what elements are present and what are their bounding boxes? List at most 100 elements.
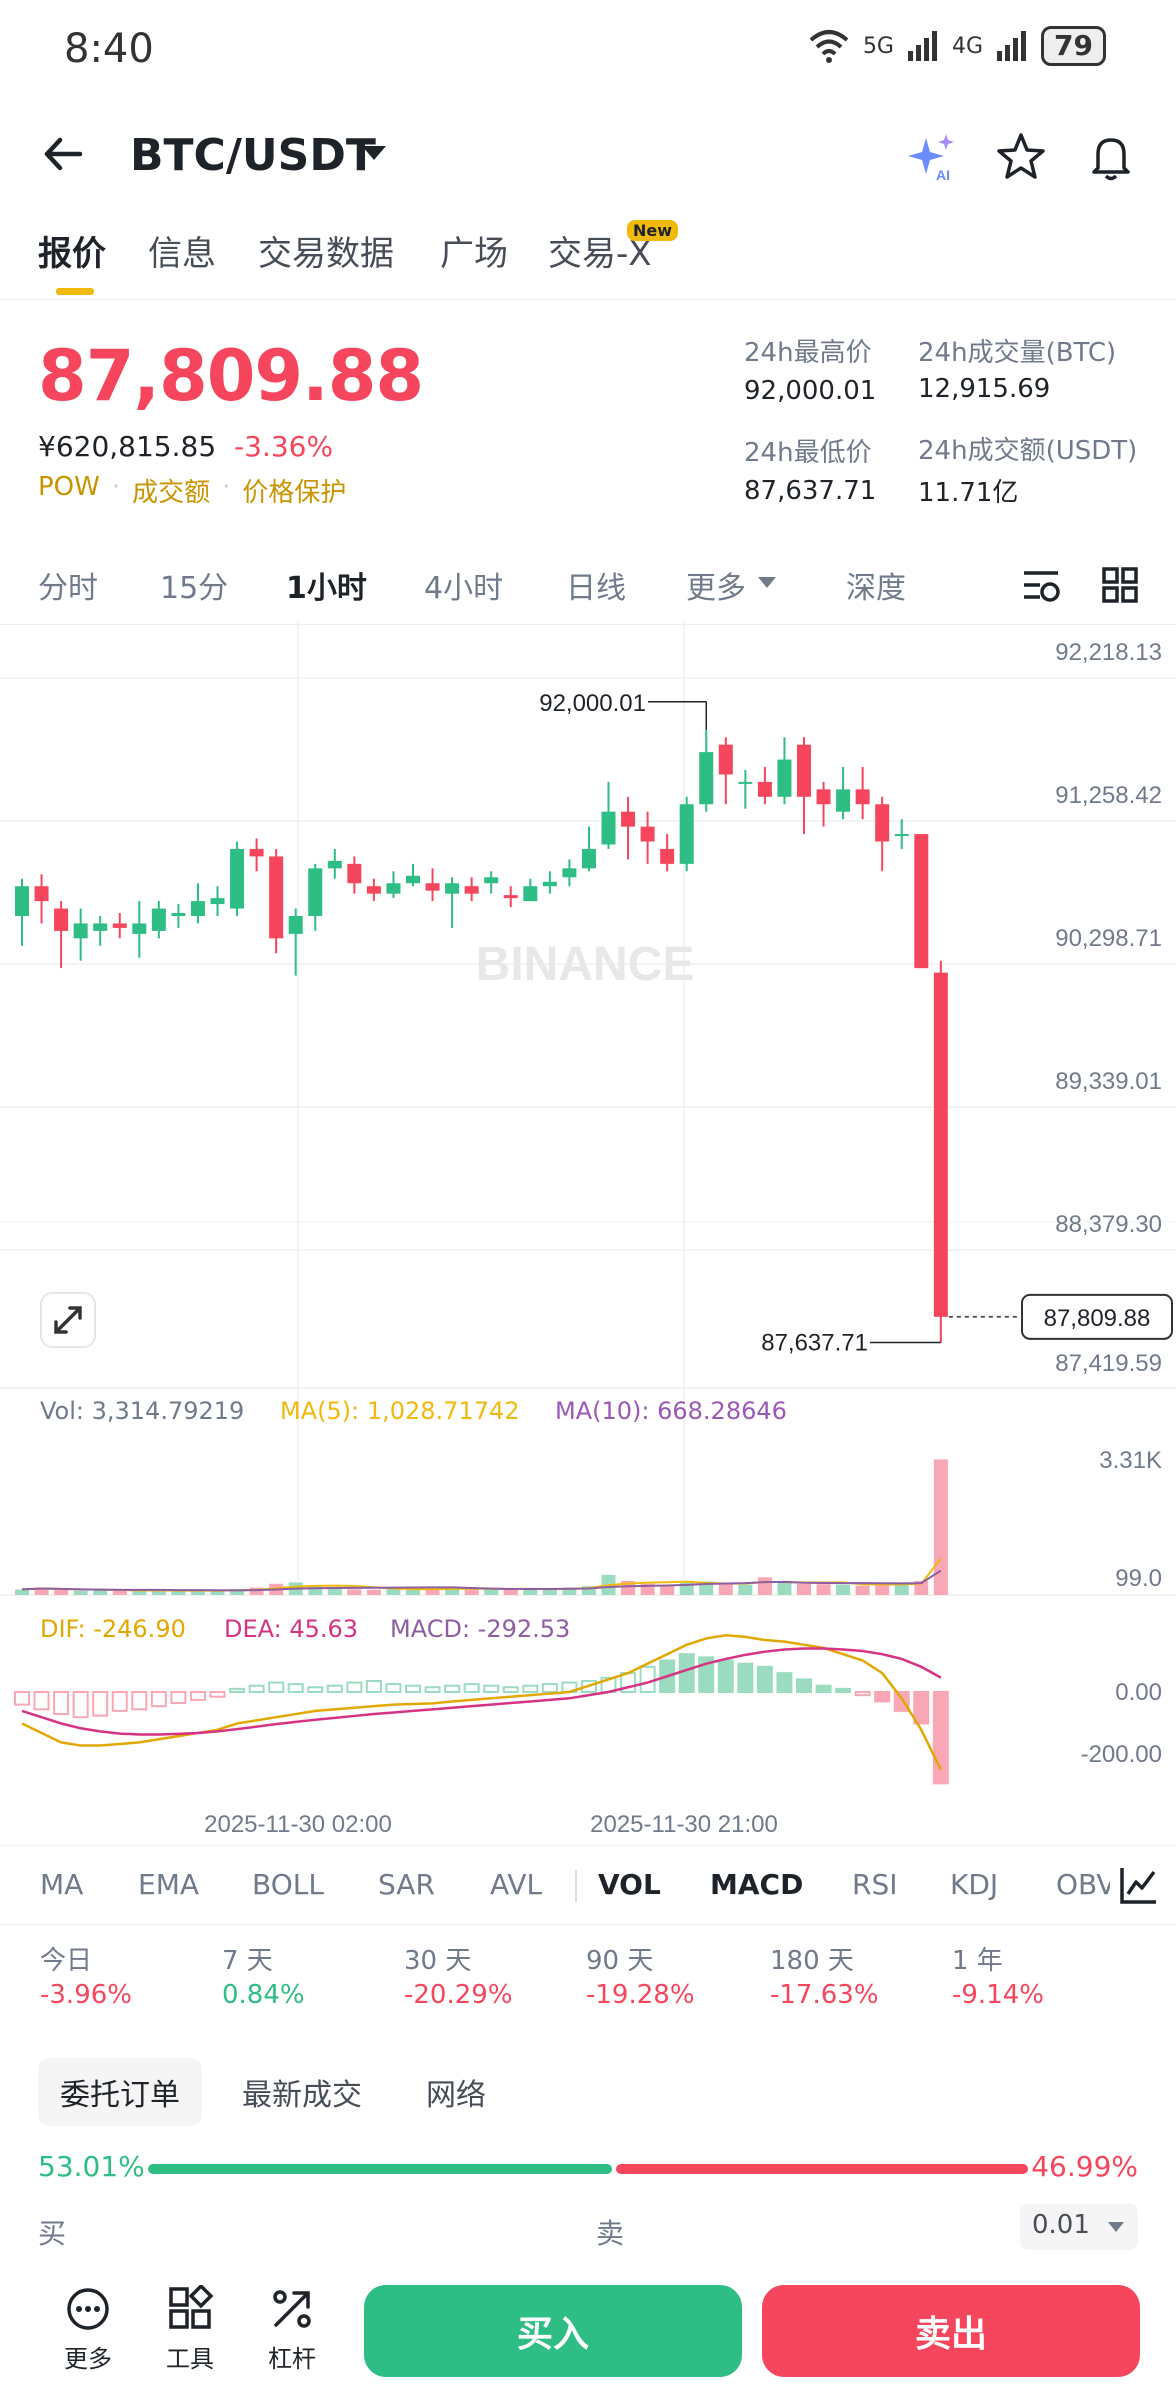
kline-chart[interactable]: BINANCE 92,218.13 91,258.42 90,298.71 89,33… bbox=[0, 620, 1176, 1840]
interval-timeline[interactable]: 分时 bbox=[38, 571, 98, 606]
ind-tab-avl[interactable]: AVL bbox=[490, 1868, 543, 1901]
interval-more[interactable]: 更多 bbox=[686, 571, 746, 606]
candle-body bbox=[718, 744, 733, 775]
status-time: 8:40 bbox=[64, 26, 154, 72]
perf-value: -19.28% bbox=[586, 1980, 695, 2010]
ind-tab-kdj[interactable]: KDJ bbox=[950, 1868, 999, 1901]
volume-bar bbox=[875, 1584, 890, 1595]
candle-body bbox=[933, 972, 948, 1317]
candle-body bbox=[327, 860, 342, 869]
ind-tab-vol[interactable]: VOL bbox=[598, 1868, 661, 1901]
interval-depth[interactable]: 深度 bbox=[846, 571, 906, 606]
macd-histogram-bar bbox=[326, 1684, 343, 1693]
x-axis-labels: 2025-11-30 02:00 2025-11-30 21:00 bbox=[204, 1811, 778, 1838]
star-icon[interactable] bbox=[994, 130, 1048, 184]
interval-1h[interactable]: 1小时 bbox=[286, 571, 367, 606]
candle-body bbox=[797, 744, 811, 797]
volume-bar bbox=[190, 1590, 205, 1595]
candle-body bbox=[112, 923, 127, 928]
line-chart-icon[interactable] bbox=[1118, 1864, 1160, 1906]
candle-body bbox=[54, 908, 69, 931]
candle-body bbox=[816, 789, 831, 805]
ind-tab-sar[interactable]: SAR bbox=[378, 1868, 435, 1901]
tag-turnover[interactable]: 成交额 bbox=[132, 478, 211, 508]
sell-ratio-bar bbox=[616, 2164, 1028, 2174]
tab-info[interactable]: 信息 bbox=[148, 234, 216, 274]
x-tick-label: 2025-11-30 02:00 bbox=[204, 1811, 392, 1838]
pair-selector[interactable]: BTC/USDT bbox=[130, 130, 376, 181]
volume-bar bbox=[73, 1590, 88, 1595]
volume-bar bbox=[542, 1588, 557, 1595]
status-bar: 8:40 5G 4G 79 bbox=[0, 0, 1176, 100]
leverage-button[interactable]: 杠杆 bbox=[252, 2285, 332, 2374]
candle-body bbox=[894, 834, 909, 837]
macd-histogram-bar bbox=[541, 1683, 558, 1693]
candle-body bbox=[601, 811, 616, 845]
volume-bar bbox=[503, 1589, 518, 1595]
tag-pow[interactable]: POW bbox=[38, 472, 100, 502]
ind-tab-boll[interactable]: BOLL bbox=[252, 1868, 324, 1901]
candle-body bbox=[855, 789, 870, 805]
macd-histogram-bar bbox=[835, 1687, 852, 1693]
macd-histogram-bar bbox=[92, 1691, 109, 1717]
tab-quote[interactable]: 报价 bbox=[38, 234, 106, 274]
precision-select[interactable]: 0.01 bbox=[1020, 2204, 1138, 2250]
macd-tick-label: -200.00 bbox=[1081, 1741, 1162, 1768]
grid-icon[interactable] bbox=[1100, 565, 1140, 605]
high-value: 92,000.01 bbox=[744, 376, 877, 406]
more-button[interactable]: 更多 bbox=[48, 2285, 128, 2374]
candle-body bbox=[484, 877, 499, 884]
tools-label: 工具 bbox=[166, 2345, 214, 2373]
interval-1d[interactable]: 日线 bbox=[566, 571, 626, 606]
vol-usdt-value: 11.71亿 bbox=[918, 478, 1019, 508]
signal-icon bbox=[907, 31, 937, 61]
dif-legend: DIF: -246.90 bbox=[40, 1615, 186, 1643]
layout-icon[interactable] bbox=[1020, 565, 1062, 607]
ind-tab-ma[interactable]: MA bbox=[40, 1868, 84, 1901]
ob-tab-network[interactable]: 网络 bbox=[426, 2078, 486, 2113]
ind-tab-obv[interactable]: OBV bbox=[1056, 1868, 1110, 1901]
y-tick-label: 92,218.13 bbox=[1055, 639, 1162, 666]
expand-button[interactable] bbox=[40, 1292, 96, 1348]
volume-bar bbox=[640, 1583, 655, 1595]
volume-bar bbox=[855, 1585, 870, 1595]
perf-label: 180 天 bbox=[770, 1946, 854, 1976]
caret-down-icon[interactable] bbox=[362, 146, 386, 160]
buy-ratio-bar bbox=[148, 2164, 613, 2174]
macd-histogram-bar bbox=[33, 1691, 50, 1711]
ob-tab-orders[interactable]: 委托订单 bbox=[38, 2058, 202, 2126]
candle-body bbox=[464, 886, 479, 894]
ind-tab-ema[interactable]: EMA bbox=[138, 1868, 200, 1901]
bell-icon[interactable] bbox=[1084, 130, 1138, 184]
perf-value: -9.14% bbox=[952, 1980, 1044, 2010]
interval-15m[interactable]: 15分 bbox=[160, 571, 229, 606]
tab-trading-data[interactable]: 交易数据 bbox=[258, 234, 394, 274]
tag-price-protection[interactable]: 价格保护 bbox=[242, 478, 347, 508]
ai-sparkle-icon[interactable]: AI bbox=[906, 130, 960, 184]
precision-value: 0.01 bbox=[1032, 2210, 1090, 2240]
back-arrow-icon[interactable] bbox=[40, 130, 88, 178]
volume-bar bbox=[93, 1590, 108, 1595]
more-caret-icon[interactable] bbox=[758, 577, 776, 588]
buy-button[interactable]: 买入 bbox=[364, 2285, 742, 2377]
macd-histogram-bar bbox=[522, 1684, 539, 1693]
interval-4h[interactable]: 4小时 bbox=[424, 571, 504, 606]
ind-tab-macd[interactable]: MACD bbox=[710, 1868, 804, 1901]
vol-usdt-label: 24h成交额(USDT) bbox=[918, 436, 1138, 466]
ind-tab-rsi[interactable]: RSI bbox=[852, 1868, 898, 1901]
macd-histogram-bar bbox=[268, 1681, 285, 1694]
macd-histogram-bar bbox=[209, 1691, 226, 1698]
watermark-binance: BINANCE bbox=[476, 938, 695, 991]
sell-button[interactable]: 卖出 bbox=[762, 2285, 1140, 2377]
volume-bar bbox=[464, 1588, 479, 1595]
candle-body bbox=[738, 781, 753, 784]
macd-legend: MACD: -292.53 bbox=[390, 1615, 571, 1643]
ma10-legend: MA(10): 668.28646 bbox=[555, 1397, 787, 1425]
macd-histogram-bar bbox=[170, 1691, 187, 1705]
caret-down-icon bbox=[1108, 2222, 1124, 2232]
tab-square[interactable]: 广场 bbox=[440, 234, 508, 274]
ob-tab-trades[interactable]: 最新成交 bbox=[242, 2078, 362, 2113]
macd-histogram-bar bbox=[913, 1691, 930, 1725]
tools-button[interactable]: 工具 bbox=[150, 2285, 230, 2374]
active-tab-indicator bbox=[56, 288, 94, 295]
